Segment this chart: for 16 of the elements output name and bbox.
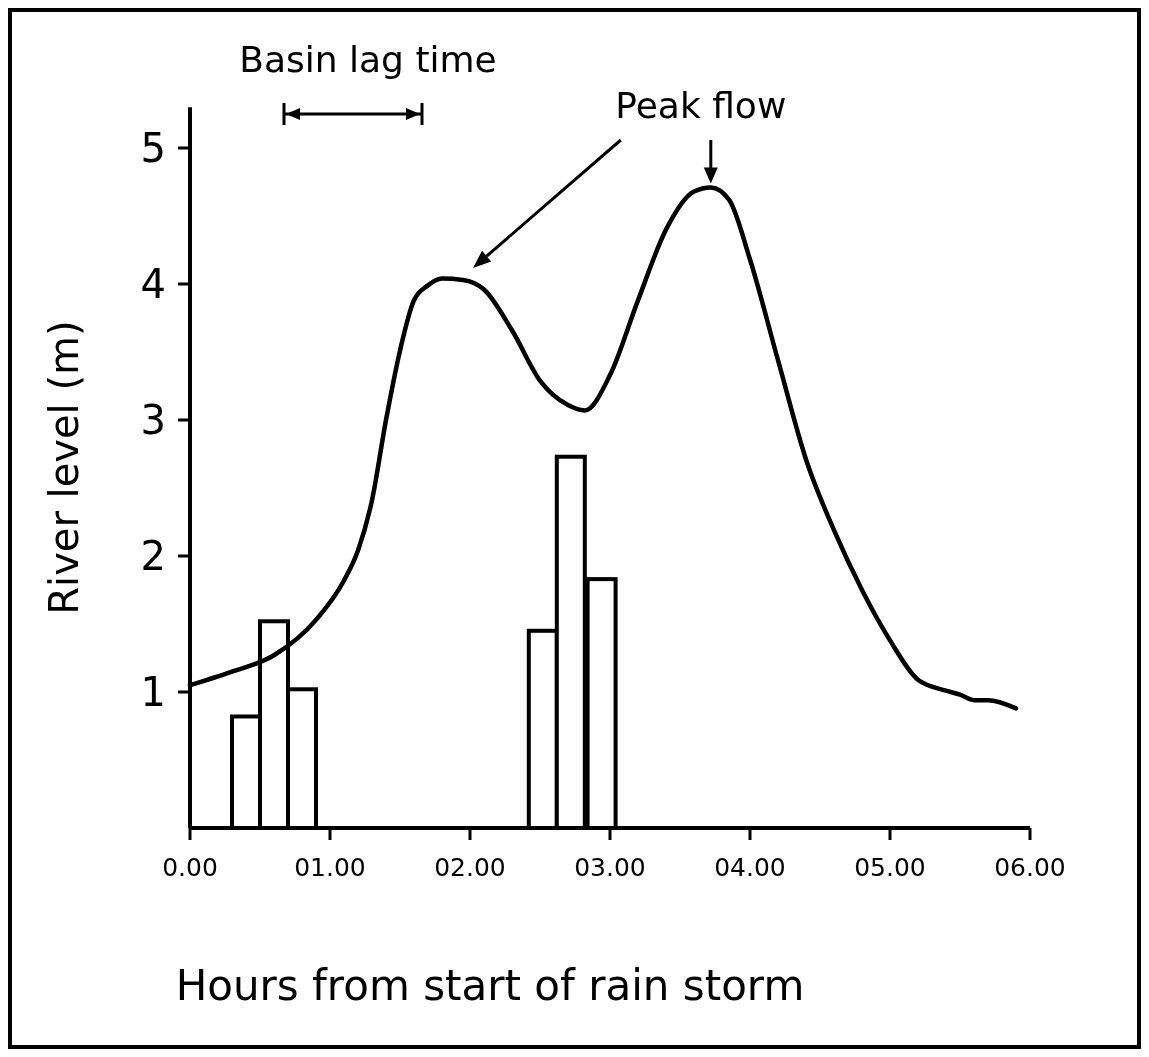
y-tick-label: 5 xyxy=(140,125,166,171)
y-tick-label: 1 xyxy=(140,669,166,715)
x-tick-label: 02.00 xyxy=(434,853,506,882)
y-axis-title: River level (m) xyxy=(41,320,87,615)
x-tick-label: 01.00 xyxy=(294,853,366,882)
x-tick-label: 05.00 xyxy=(854,853,926,882)
x-tick-label: 03.00 xyxy=(574,853,646,882)
annotation: Peak flow xyxy=(615,85,787,126)
y-tick-label: 4 xyxy=(140,261,166,307)
y-tick-label: 3 xyxy=(140,397,166,443)
x-tick-label: 0.00 xyxy=(162,853,218,882)
x-tick-label: 06.00 xyxy=(994,853,1066,882)
y-tick-label: 2 xyxy=(140,533,166,579)
x-tick-label: 04.00 xyxy=(714,853,786,882)
text: Basin lag time xyxy=(239,39,497,80)
x-axis-title: Hours from start of rain storm xyxy=(175,961,805,1010)
